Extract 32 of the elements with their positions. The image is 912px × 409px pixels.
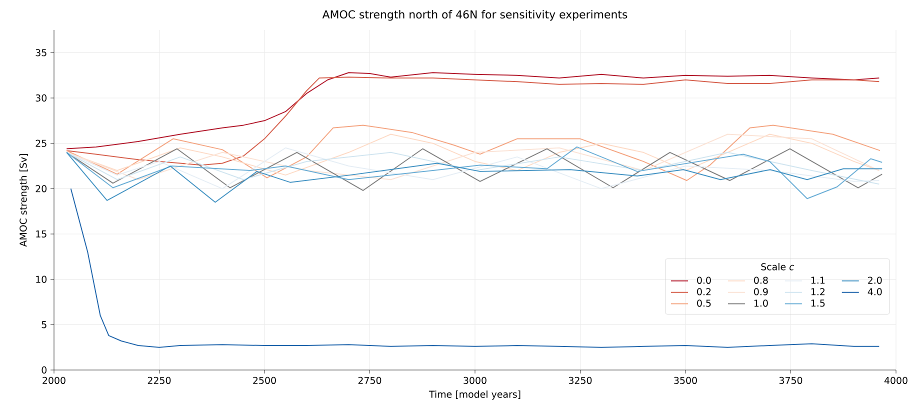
y-tick-label: 30 bbox=[36, 94, 47, 102]
x-tick-label: 2250 bbox=[148, 376, 171, 384]
x-tick-label: 2000 bbox=[42, 376, 66, 384]
legend-label: 0.5 bbox=[697, 300, 711, 307]
legend-label: 1.5 bbox=[811, 300, 825, 307]
legend-label: 0.9 bbox=[754, 288, 768, 296]
y-tick-label: 0 bbox=[42, 366, 47, 374]
y-axis-title: AMOC strength [Sv] bbox=[19, 154, 29, 247]
x-tick-label: 2500 bbox=[253, 376, 276, 384]
x-tick-label: 2750 bbox=[358, 376, 382, 384]
x-axis-title: Time [model years] bbox=[428, 390, 520, 400]
legend-label: 1.0 bbox=[754, 300, 768, 307]
y-tick-label: 15 bbox=[36, 230, 46, 238]
y-tick-label: 10 bbox=[36, 276, 47, 283]
x-tick-label: 3250 bbox=[568, 376, 592, 384]
legend-label: 0.0 bbox=[697, 276, 711, 284]
x-tick-label: 3500 bbox=[674, 376, 697, 384]
legend-label: 0.2 bbox=[697, 288, 711, 296]
x-tick-label: 3750 bbox=[779, 376, 802, 384]
x-tick-label: 3000 bbox=[464, 376, 486, 384]
x-tick-label: 4000 bbox=[884, 376, 908, 384]
legend-label: 2.0 bbox=[868, 276, 882, 284]
legend-label: 1.1 bbox=[811, 276, 825, 284]
legend-label: 0.8 bbox=[754, 276, 768, 284]
y-tick-label: 35 bbox=[36, 49, 46, 56]
legend-label: 1.2 bbox=[811, 288, 824, 296]
legend-title: Scale c bbox=[761, 263, 794, 270]
chart-title: AMOC strength north of 46N for sensitivity experiments bbox=[322, 10, 628, 21]
y-tick-label: 25 bbox=[36, 140, 46, 147]
legend-label: 4.0 bbox=[868, 288, 882, 296]
y-tick-label: 5 bbox=[42, 321, 46, 328]
y-tick-label: 20 bbox=[36, 185, 47, 192]
